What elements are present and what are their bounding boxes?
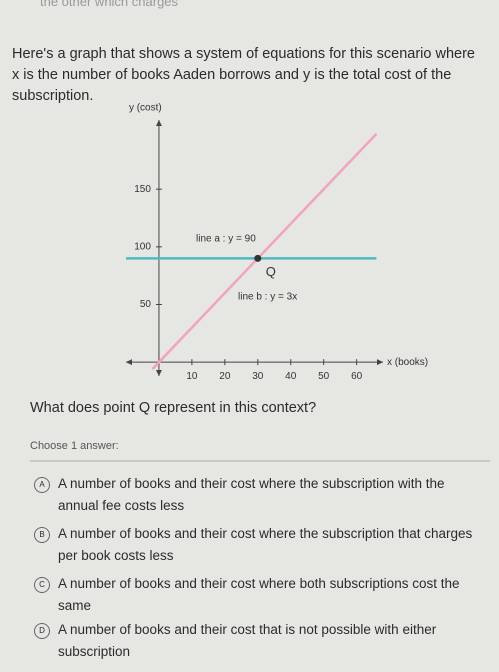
x-axis-label: x (books) bbox=[387, 357, 428, 368]
y-tick-label: 50 bbox=[140, 299, 152, 310]
y-tick-label: 150 bbox=[134, 184, 151, 195]
x-tick-label: 60 bbox=[351, 371, 363, 382]
line-label: line b : y = 3x bbox=[238, 292, 297, 303]
cropped-text: the other which charges bbox=[40, 0, 179, 9]
x-tick-label: 20 bbox=[219, 371, 231, 382]
x-tick-label: 10 bbox=[186, 371, 198, 382]
point-label: Q bbox=[266, 264, 276, 279]
point bbox=[254, 254, 262, 262]
y-axis-label: y (cost) bbox=[129, 103, 162, 114]
y-tick-label: 100 bbox=[134, 241, 151, 252]
choice-text[interactable]: A number of books and their cost that is… bbox=[58, 622, 437, 659]
choice-text[interactable]: A number of books and their cost where b… bbox=[58, 576, 460, 613]
x-tick-label: 40 bbox=[285, 371, 297, 382]
divider bbox=[30, 460, 490, 462]
prompt: Choose 1 answer: bbox=[30, 440, 119, 452]
x-tick-label: 50 bbox=[318, 371, 330, 382]
choice-letter[interactable]: D bbox=[34, 623, 50, 639]
x-tick-label: 30 bbox=[252, 371, 264, 382]
graph: y (cost) x (books) 10 20 30 40 50 60 50 100 150 lin… bbox=[126, 103, 428, 382]
intro-text: Here's a graph that shows a system of eq… bbox=[12, 46, 475, 104]
choice-letter[interactable]: C bbox=[34, 577, 50, 593]
choice-letter[interactable]: B bbox=[34, 527, 50, 543]
choice-text[interactable]: A number of books and their cost where t… bbox=[58, 476, 445, 513]
arrow bbox=[126, 120, 383, 376]
choice-letter[interactable]: A bbox=[34, 477, 50, 493]
choice-text[interactable]: A number of books and their cost where t… bbox=[58, 526, 473, 563]
question: What does point Q represent in this cont… bbox=[30, 400, 317, 416]
line-label: line a : y = 90 bbox=[196, 234, 256, 245]
series-line bbox=[151, 132, 378, 370]
